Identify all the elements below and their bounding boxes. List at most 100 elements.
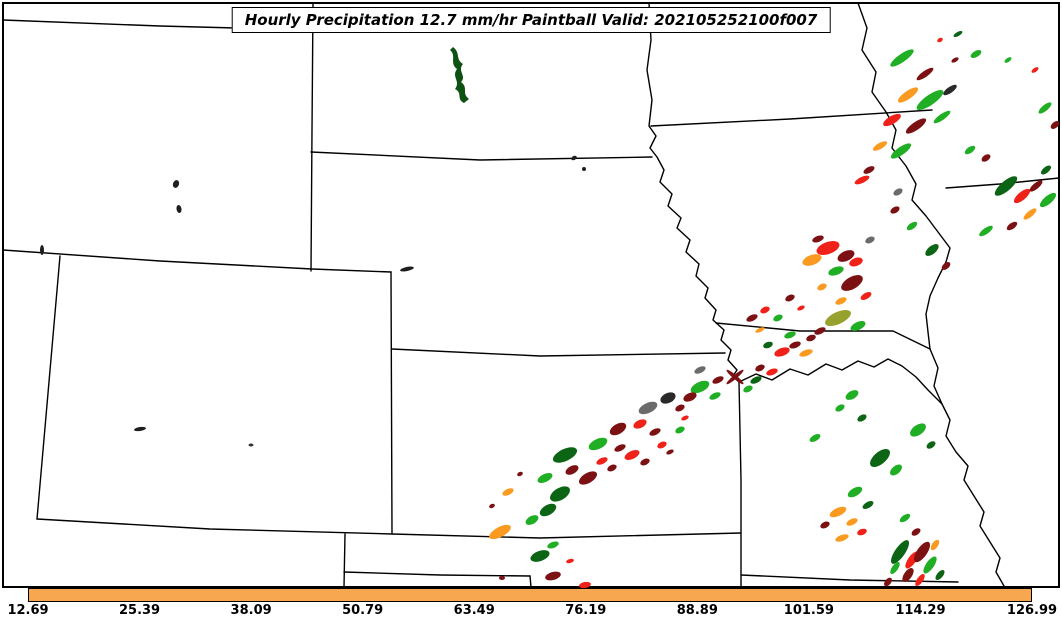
paintball-red [849, 257, 863, 267]
paintball-darkred [911, 528, 921, 536]
paintball-black [943, 84, 957, 96]
paintball-darkred [806, 334, 816, 342]
paintball-orange [897, 87, 919, 103]
paintball-red [883, 113, 901, 127]
lake-francis-case-b [582, 167, 586, 171]
boundary-missouri-arkansas [740, 574, 959, 583]
paintball-red [1013, 188, 1031, 204]
paintball-red [1031, 67, 1039, 73]
paintball-darkred [1050, 121, 1060, 129]
paintball-darkred [951, 57, 959, 63]
paintball-gray [638, 401, 658, 415]
pueblo-reservoir [248, 443, 254, 447]
paintball-green [784, 331, 796, 339]
paintball-darkred [841, 275, 863, 291]
paintball-olive [825, 309, 851, 327]
paintball-darkgreen [890, 540, 910, 564]
paintball-green [890, 143, 912, 159]
boundary-montana-wyoming-east [310, 2, 314, 272]
boundary-texas-oklahoma-100w [529, 575, 532, 588]
boundary-colorado-west [36, 255, 61, 520]
paintball-green [970, 50, 982, 58]
boundary-nebraska-kansas [391, 348, 726, 357]
paintball-green [1004, 57, 1012, 63]
paintball-darkgreen [539, 503, 557, 517]
paintball-darkgreen [857, 414, 867, 422]
paintball-red [657, 441, 667, 449]
paintball-darkred [916, 67, 934, 81]
paintball-darkgreen [994, 176, 1018, 196]
paintball-red [596, 457, 608, 465]
paintball-darkgreen [925, 244, 939, 256]
paintball-darkred [614, 444, 626, 452]
paintball-darkred [913, 541, 931, 563]
paintball-green [890, 464, 902, 476]
boundary-kansas-missouri-south [738, 381, 742, 588]
paintball-darkred [789, 341, 801, 349]
paintball-darkred [675, 404, 685, 412]
paintball-darkred [837, 250, 855, 262]
colorbar-tick-101.59: 101.59 [783, 603, 834, 618]
paintball-darkred [755, 364, 765, 372]
paintball-green [847, 486, 863, 498]
paintball-red [797, 305, 805, 311]
boundary-south-dakota-nebraska [310, 151, 653, 161]
paintball-darkred [517, 471, 523, 477]
paintball-darkred [489, 503, 495, 509]
colorbar-tick-63.49: 63.49 [453, 603, 495, 618]
boundary-colorado-east [390, 271, 393, 534]
boundary-new-mexico-oklahoma-west [343, 533, 346, 588]
map-title-text: Hourly Precipitation 12.7 mm/hr Paintbal… [244, 11, 818, 29]
paintball-green [979, 225, 993, 237]
paintball-darkgreen [763, 341, 773, 349]
paintball-darkred [683, 392, 697, 402]
paintball-gray [694, 366, 706, 374]
boundary-mississippi-river [857, 2, 1005, 587]
state-boundaries [2, 2, 1060, 588]
paintball-green [675, 426, 685, 434]
paintball-darkred [981, 154, 991, 162]
paintball-green [845, 390, 859, 400]
paintball-green [828, 266, 844, 276]
paintball-red [937, 37, 943, 43]
paintball-darkred [814, 327, 826, 335]
paintball-darkred [941, 262, 951, 270]
paintball-darkred [607, 464, 617, 472]
paintball-green [773, 314, 783, 322]
colorbar-ticks: 12.69 25.39 38.09 50.79 63.49 76.19 88.89 101.5… [7, 603, 1057, 621]
paintball-red [774, 347, 790, 357]
paintball-darkgreen [870, 449, 890, 467]
boundary-wyoming-colorado-41n [2, 249, 392, 273]
map-title: Hourly Precipitation 12.7 mm/hr Paintbal… [231, 7, 831, 33]
paintball-red [766, 368, 778, 376]
paintball-green [537, 473, 553, 483]
boundary-illinois-wisconsin [945, 177, 1060, 189]
paintball-darkred [712, 376, 724, 384]
paintball-red [857, 528, 867, 536]
paintball-darkred [640, 458, 650, 466]
paintball-green [835, 404, 845, 412]
paintball-green [1039, 192, 1057, 208]
paintball-darkgreen [953, 30, 963, 38]
paintball-darkred [666, 449, 674, 455]
paintball-green [933, 110, 951, 124]
paintball-orange [502, 488, 514, 496]
paintball-darkred [902, 568, 914, 582]
flaming-gorge-reservoir [40, 245, 44, 255]
boundary-minnesota-bigsioux-missouri-river [646, 2, 740, 383]
lake-francis-case-a [571, 155, 577, 161]
paintball-darkred [1006, 221, 1018, 231]
paintball-orange [846, 518, 858, 526]
paintball-red [579, 581, 591, 589]
paintball-darkgreen [750, 376, 762, 384]
paintball-darkred [863, 166, 875, 174]
pathfinder-reservoir [172, 180, 180, 188]
paintball-darkgreen [926, 441, 936, 449]
boundary-iowa-missouri [715, 322, 931, 350]
paintball-orange [817, 283, 827, 291]
paintball-green [588, 437, 608, 451]
paintball-orange [802, 254, 822, 266]
paintball-green [709, 392, 721, 400]
